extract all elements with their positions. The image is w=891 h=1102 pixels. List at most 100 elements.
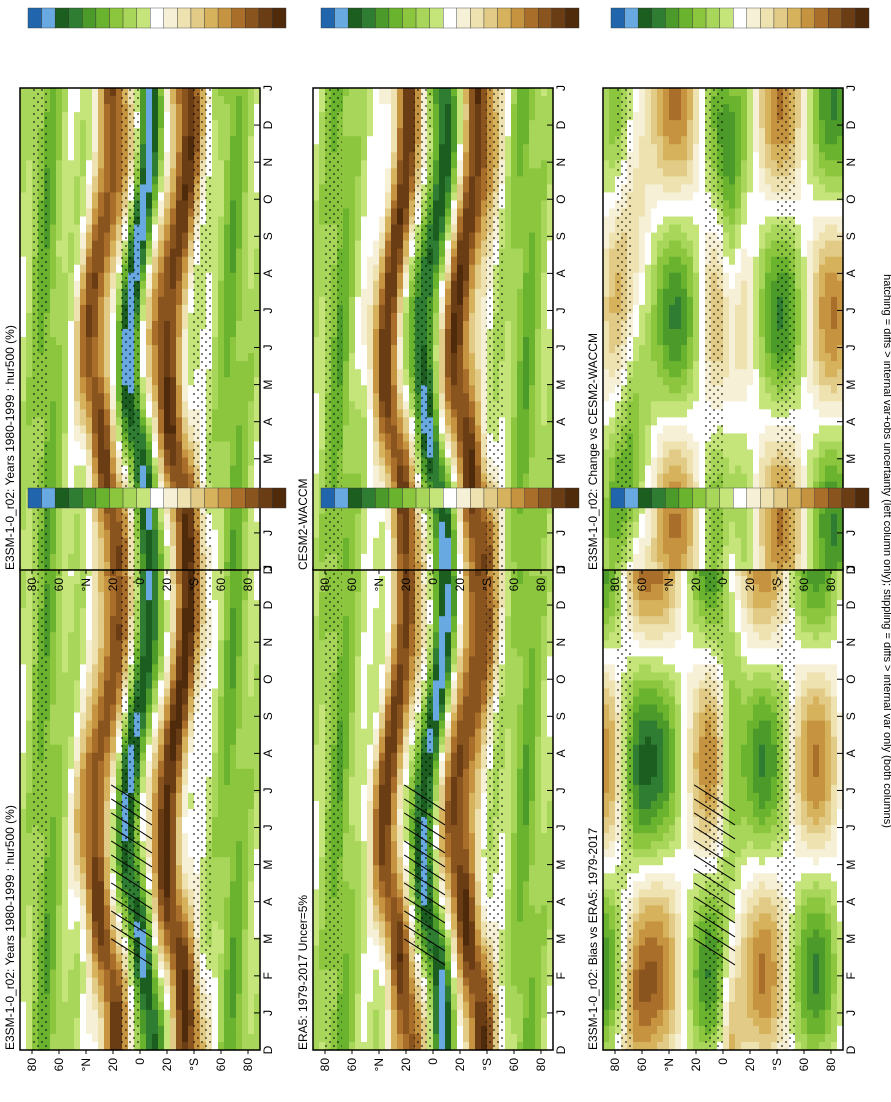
heatmap-cell	[176, 825, 183, 834]
heatmap-cell	[242, 465, 249, 475]
heatmap-cell	[98, 969, 105, 979]
heatmap-cell	[188, 184, 195, 194]
heatmap-cell	[110, 969, 117, 979]
heatmap-cell	[242, 304, 249, 314]
heatmap-cell	[50, 1033, 57, 1043]
heatmap-cell	[20, 809, 27, 818]
heatmap-cell	[116, 600, 123, 609]
heatmap-cell	[176, 985, 183, 995]
heatmap-cell	[176, 529, 183, 539]
heatmap-cell	[236, 809, 243, 818]
heatmap-cell	[68, 592, 75, 601]
heatmap-cell	[182, 465, 189, 475]
heatmap-cell	[68, 656, 75, 665]
heatmap-cell	[62, 425, 69, 435]
heatmap-cell	[218, 168, 225, 177]
heatmap-cell	[313, 752, 320, 762]
heatmap-cell	[158, 377, 165, 386]
heatmap-cell	[224, 897, 231, 906]
heatmap-cell	[242, 361, 249, 370]
heatmap-cell	[20, 817, 27, 826]
heatmap-cell	[140, 600, 147, 609]
heatmap-cell	[80, 144, 87, 153]
heatmap-cell	[313, 897, 320, 906]
heatmap-cell	[182, 680, 189, 690]
heatmap-cell	[176, 720, 183, 730]
lat-tick-label: °S	[187, 1058, 201, 1071]
heatmap-cell	[50, 88, 57, 97]
heatmap-cell	[248, 401, 255, 410]
heatmap-cell	[146, 296, 153, 306]
heatmap-cell	[236, 857, 243, 866]
heatmap-cell	[26, 473, 33, 483]
heatmap-cell	[98, 1025, 105, 1035]
heatmap-cell	[182, 776, 189, 786]
heatmap-cell	[110, 216, 117, 226]
heatmap-cell	[254, 320, 261, 330]
heatmap-cell	[182, 937, 189, 947]
heatmap-cell	[146, 208, 153, 218]
heatmap-cell	[92, 849, 99, 858]
heatmap-cell	[92, 481, 99, 491]
heatmap-cell	[116, 288, 123, 298]
heatmap-cell	[50, 337, 57, 346]
heatmap-cell	[146, 184, 153, 194]
heatmap-cell	[26, 937, 33, 947]
heatmap-cell	[140, 632, 147, 641]
heatmap-cell	[140, 128, 147, 137]
heatmap-cell	[20, 345, 27, 354]
heatmap-cell	[26, 425, 33, 435]
heatmap-cell	[86, 800, 93, 810]
heatmap-cell	[80, 216, 87, 226]
heatmap-cell	[56, 688, 63, 698]
heatmap-cell	[92, 401, 99, 410]
heatmap-cell	[158, 312, 165, 322]
heatmap-cell	[182, 881, 189, 890]
heatmap-cell	[248, 672, 255, 682]
heatmap-cell	[218, 592, 225, 601]
heatmap-cell	[152, 401, 159, 410]
heatmap-cell	[319, 584, 326, 593]
heatmap-cell	[170, 128, 177, 137]
heatmap-cell	[146, 320, 153, 330]
heatmap-cell	[56, 608, 63, 617]
heatmap-cell	[182, 929, 189, 939]
heatmap-cell	[146, 393, 153, 402]
heatmap-cell	[212, 561, 219, 571]
heatmap-cell	[110, 112, 117, 121]
heatmap-cell	[254, 937, 261, 947]
heatmap-cell	[248, 624, 255, 633]
heatmap-cell	[68, 312, 75, 322]
heatmap-cell	[254, 457, 261, 467]
heatmap-cell	[218, 760, 225, 770]
heatmap-cell	[98, 985, 105, 995]
heatmap-cell	[62, 136, 69, 145]
heatmap-cell	[140, 152, 147, 161]
heatmap-cell	[20, 377, 27, 386]
heatmap-cell	[313, 985, 320, 995]
heatmap-cell	[224, 985, 231, 995]
heatmap-cell	[188, 112, 195, 121]
heatmap-cell	[313, 600, 320, 609]
heatmap-cell	[92, 537, 99, 547]
heatmap-cell	[104, 393, 111, 402]
heatmap-cell	[98, 457, 105, 467]
heatmap-cell	[188, 168, 195, 177]
heatmap-cell	[68, 353, 75, 362]
heatmap-cell	[188, 809, 195, 818]
heatmap-cell	[140, 377, 147, 386]
heatmap-cell	[80, 953, 87, 963]
heatmap-cell	[182, 513, 189, 523]
heatmap-cell	[224, 216, 231, 226]
heatmap-cell	[104, 248, 111, 258]
heatmap-cell	[248, 465, 255, 475]
heatmap-cell	[313, 800, 320, 810]
heatmap-cell	[140, 977, 147, 987]
heatmap-cell	[86, 865, 93, 874]
heatmap-cell	[176, 152, 183, 161]
heatmap-cell	[116, 393, 123, 402]
heatmap-cell	[158, 433, 165, 443]
heatmap-cell	[104, 865, 111, 874]
heatmap-cell	[248, 809, 255, 818]
heatmap-cell	[80, 240, 87, 250]
